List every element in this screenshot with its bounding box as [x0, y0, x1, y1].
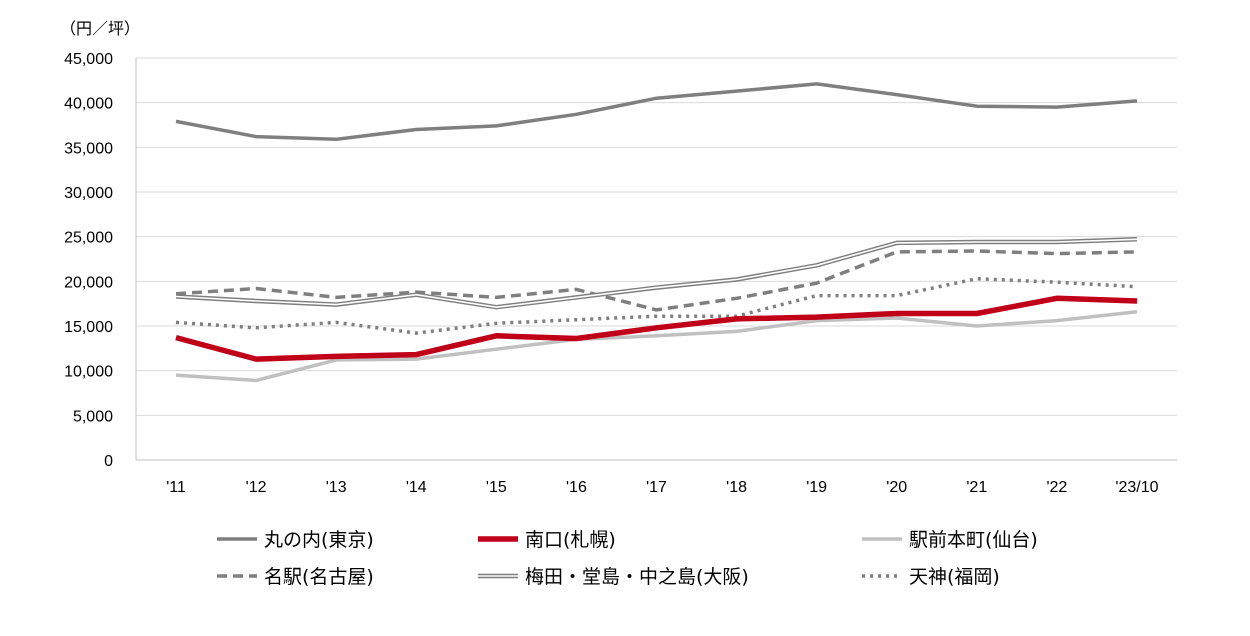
legend-item: 南口(札幌): [478, 529, 616, 551]
x-tick-label: '16: [566, 479, 587, 496]
x-tick-label: '17: [646, 479, 667, 496]
y-tick-label: 5,000: [73, 408, 113, 425]
series-line: [175, 309, 1138, 383]
x-tick-label: '14: [406, 479, 427, 496]
y-tick-label: 20,000: [64, 274, 113, 291]
series-line: [175, 249, 1138, 312]
y-tick-label: 0: [104, 453, 113, 470]
legend-label: 駅前本町(仙台): [909, 529, 1038, 551]
x-tick-label: '22: [1046, 479, 1067, 496]
y-axis-unit-label: （円／坪）: [60, 19, 140, 38]
series-line: [175, 295, 1138, 362]
x-tick-label: '12: [246, 479, 267, 496]
x-tick-label: '18: [726, 479, 747, 496]
legend-label: 南口(札幌): [525, 529, 616, 551]
x-tick-label: '19: [806, 479, 827, 496]
legend: 丸の内(東京) 南口(札幌) 駅前本町(仙台) 名駅(名古屋) 梅田・堂島・中之島(大阪…: [217, 529, 1038, 588]
y-axis-ticks: 0 5,000 10,000 15,000 20,000 25,000 30,000 35,0…: [64, 51, 113, 470]
legend-item: 梅田・堂島・中之島(大阪): [478, 566, 749, 588]
y-tick-label: 45,000: [64, 51, 113, 68]
x-tick-label: '15: [486, 479, 507, 496]
series-lines: [175, 82, 1138, 383]
legend-label: 天神(福岡): [909, 566, 1000, 588]
y-tick-label: 30,000: [64, 185, 113, 202]
x-tick-label: '11: [166, 479, 186, 496]
series-line-inner: [175, 238, 1138, 308]
y-tick-label: 25,000: [64, 230, 113, 247]
legend-label: 丸の内(東京): [264, 529, 374, 551]
x-tick-label: '13: [326, 479, 347, 496]
legend-label: 名駅(名古屋): [264, 566, 374, 588]
gridlines: [135, 57, 1177, 461]
legend-item: 駅前本町(仙台): [862, 529, 1038, 551]
y-tick-label: 10,000: [64, 364, 113, 381]
x-tick-label: '20: [886, 479, 907, 496]
x-tick-label: '21: [966, 479, 987, 496]
legend-item: 丸の内(東京): [217, 529, 374, 551]
legend-item: 名駅(名古屋): [217, 566, 374, 588]
x-axis-ticks: '11 '12 '13 '14 '15 '16 '17 '18 '19 '20 '21 '22 '23/…: [166, 479, 1158, 496]
series-line: [175, 276, 1138, 335]
legend-item: 天神(福岡): [862, 566, 1000, 588]
y-tick-label: 35,000: [64, 140, 113, 157]
y-tick-label: 40,000: [64, 96, 113, 113]
y-tick-label: 15,000: [64, 319, 113, 336]
x-tick-label: '23/10: [1115, 479, 1158, 496]
legend-label: 梅田・堂島・中之島(大阪): [525, 566, 749, 588]
series-line: [175, 82, 1138, 142]
